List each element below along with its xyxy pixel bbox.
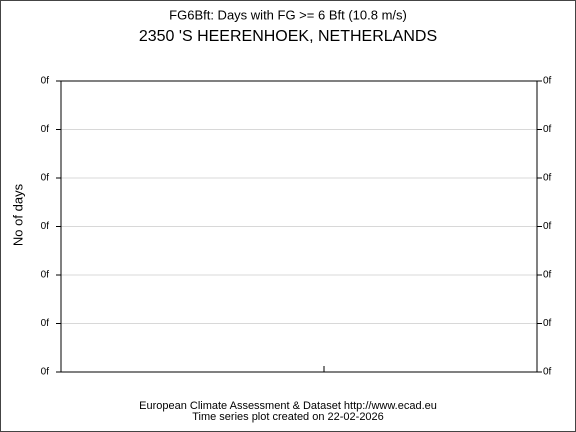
plot-frame (60, 80, 538, 373)
y2-tick-label: 0f (543, 76, 552, 87)
y-tick-label: 0f (41, 367, 50, 378)
y2-tick-label: 0f (543, 270, 552, 281)
y2-tick-label: 0f (543, 318, 552, 329)
y2-tick-label: 0f (543, 221, 552, 232)
footer-line: European Climate Assessment & Dataset ht… (139, 400, 437, 412)
y-axis-label: No of days (10, 183, 25, 246)
y-tick-label: 0f (41, 318, 50, 329)
y-tick-label: 0f (41, 124, 50, 135)
y-tick-label: 0f (41, 76, 50, 87)
y-tick-label: 0f (41, 221, 50, 232)
y2-tick-label: 0f (543, 367, 552, 378)
chart-subtitle: 2350 'S HEERENHOEK, NETHERLANDS (139, 28, 437, 45)
y-tick-label: 0f (41, 270, 50, 281)
y2-tick-label: 0f (543, 173, 552, 184)
y2-tick-label: 0f (543, 124, 552, 135)
footer-line: Time series plot created on 22-02-2026 (192, 411, 384, 423)
y-tick-label: 0f (41, 173, 50, 184)
chart-title: FG6Bft: Days with FG >= 6 Bft (10.8 m/s) (169, 7, 407, 22)
